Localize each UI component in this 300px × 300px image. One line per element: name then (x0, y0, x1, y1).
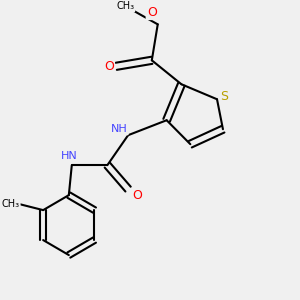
Text: CH₃: CH₃ (2, 199, 20, 209)
Text: HN: HN (61, 151, 77, 161)
Text: NH: NH (111, 124, 128, 134)
Text: CH₃: CH₃ (116, 2, 134, 11)
Text: O: O (132, 189, 142, 202)
Text: O: O (147, 6, 157, 19)
Text: O: O (104, 60, 114, 73)
Text: S: S (220, 90, 228, 103)
